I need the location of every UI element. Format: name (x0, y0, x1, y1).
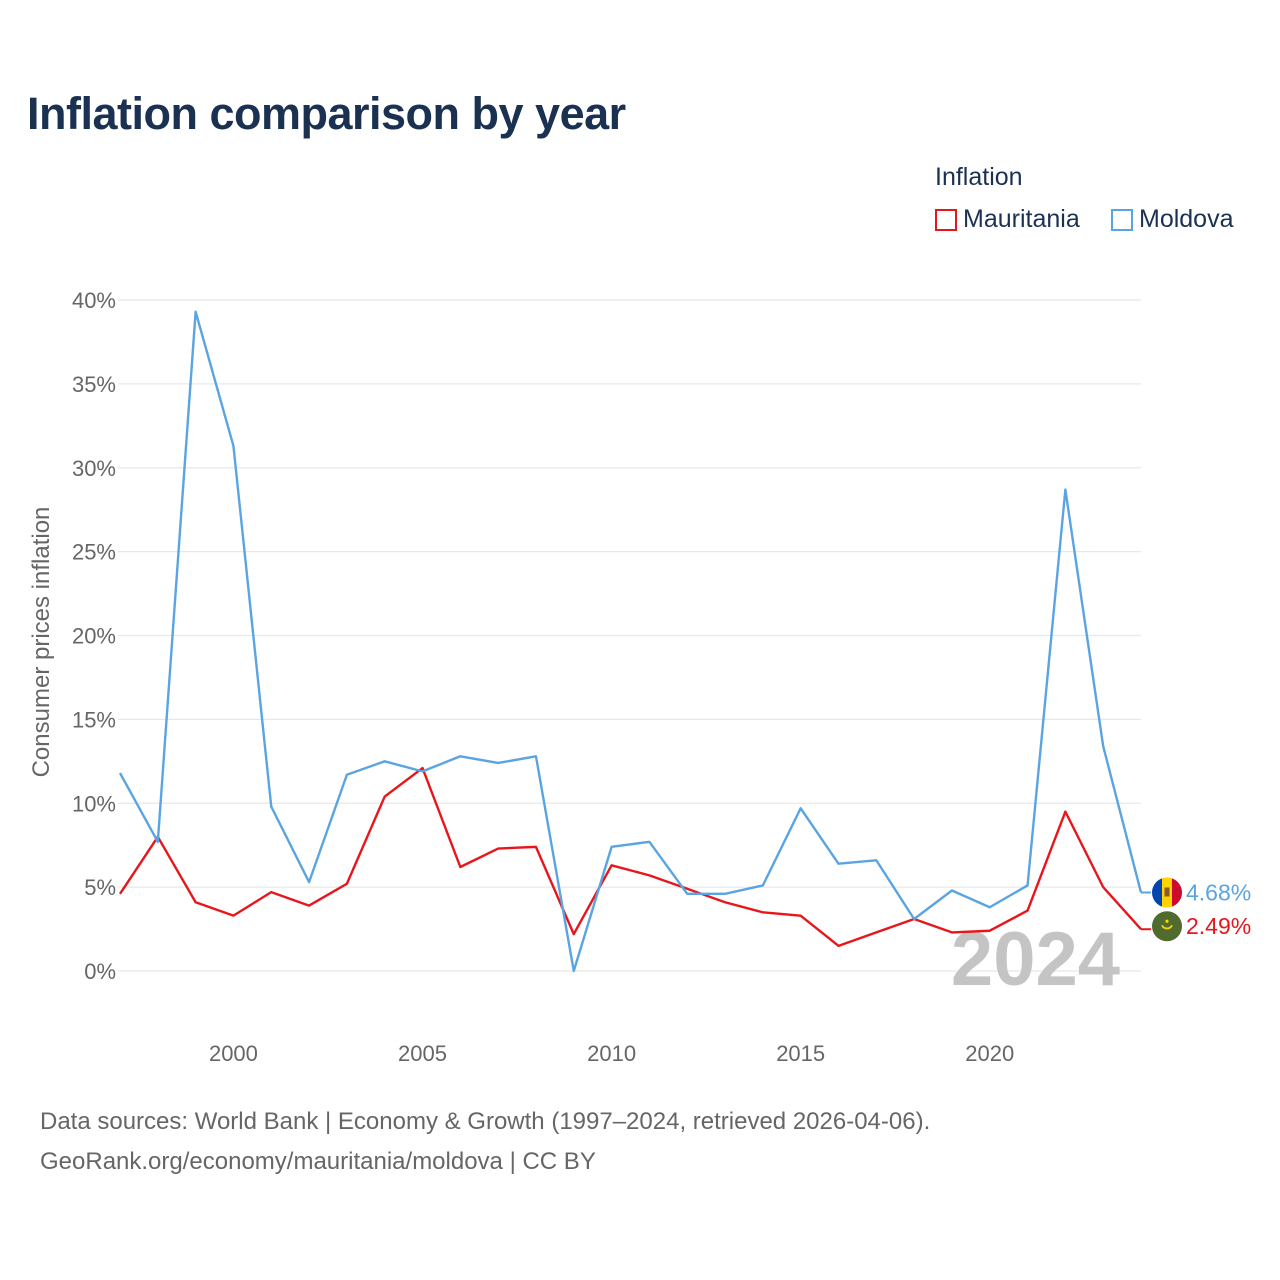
x-tick-label: 2000 (209, 1041, 258, 1066)
end-marker-layer: 4.68% 2.49% (1152, 877, 1251, 942)
moldova-flag-icon (1152, 877, 1182, 908)
series-line-moldova[interactable] (118, 310, 1143, 973)
legend-label-mauritania: Mauritania (963, 205, 1080, 233)
chart-title: Inflation comparison by year (27, 88, 626, 139)
series-layer (118, 310, 1151, 973)
grid-layer: 0% 5% 10% 15% 20% 25% 30% 35% 40% 2000 2005 2010 201… (72, 288, 1141, 1066)
series-line-mauritania[interactable] (118, 766, 1142, 948)
footer-credit[interactable]: GeoRank.org/economy/mauritania/moldova |… (40, 1148, 596, 1175)
y-tick-label: 30% (72, 456, 116, 481)
end-label-mauritania: 2.49% (1186, 913, 1251, 939)
y-tick-label: 10% (72, 791, 116, 816)
y-tick-label: 15% (72, 707, 116, 732)
y-tick-label: 40% (72, 288, 116, 313)
mauritania-flag-icon (1152, 911, 1182, 942)
y-tick-label: 35% (72, 372, 116, 397)
legend-item-mauritania[interactable]: Mauritania (935, 205, 1080, 234)
y-tick-label: 5% (84, 875, 116, 900)
y-tick-label: 0% (84, 959, 116, 984)
x-tick-label: 2010 (587, 1041, 636, 1066)
legend-title: Inflation (935, 163, 1023, 191)
legend-swatch-moldova (1111, 208, 1133, 231)
year-watermark: 2024 (951, 917, 1120, 1002)
y-tick-label: 20% (72, 624, 116, 649)
end-label-moldova: 4.68% (1186, 879, 1251, 905)
legend-swatch-mauritania (935, 208, 957, 231)
legend-label-moldova: Moldova (1139, 205, 1234, 233)
x-tick-label: 2005 (398, 1041, 447, 1066)
footer-sources: Data sources: World Bank | Economy & Gro… (40, 1108, 931, 1135)
x-tick-label: 2015 (776, 1041, 825, 1066)
legend-item-moldova[interactable]: Moldova (1111, 205, 1234, 234)
y-tick-label: 25% (72, 540, 116, 565)
x-tick-label: 2020 (965, 1041, 1014, 1066)
